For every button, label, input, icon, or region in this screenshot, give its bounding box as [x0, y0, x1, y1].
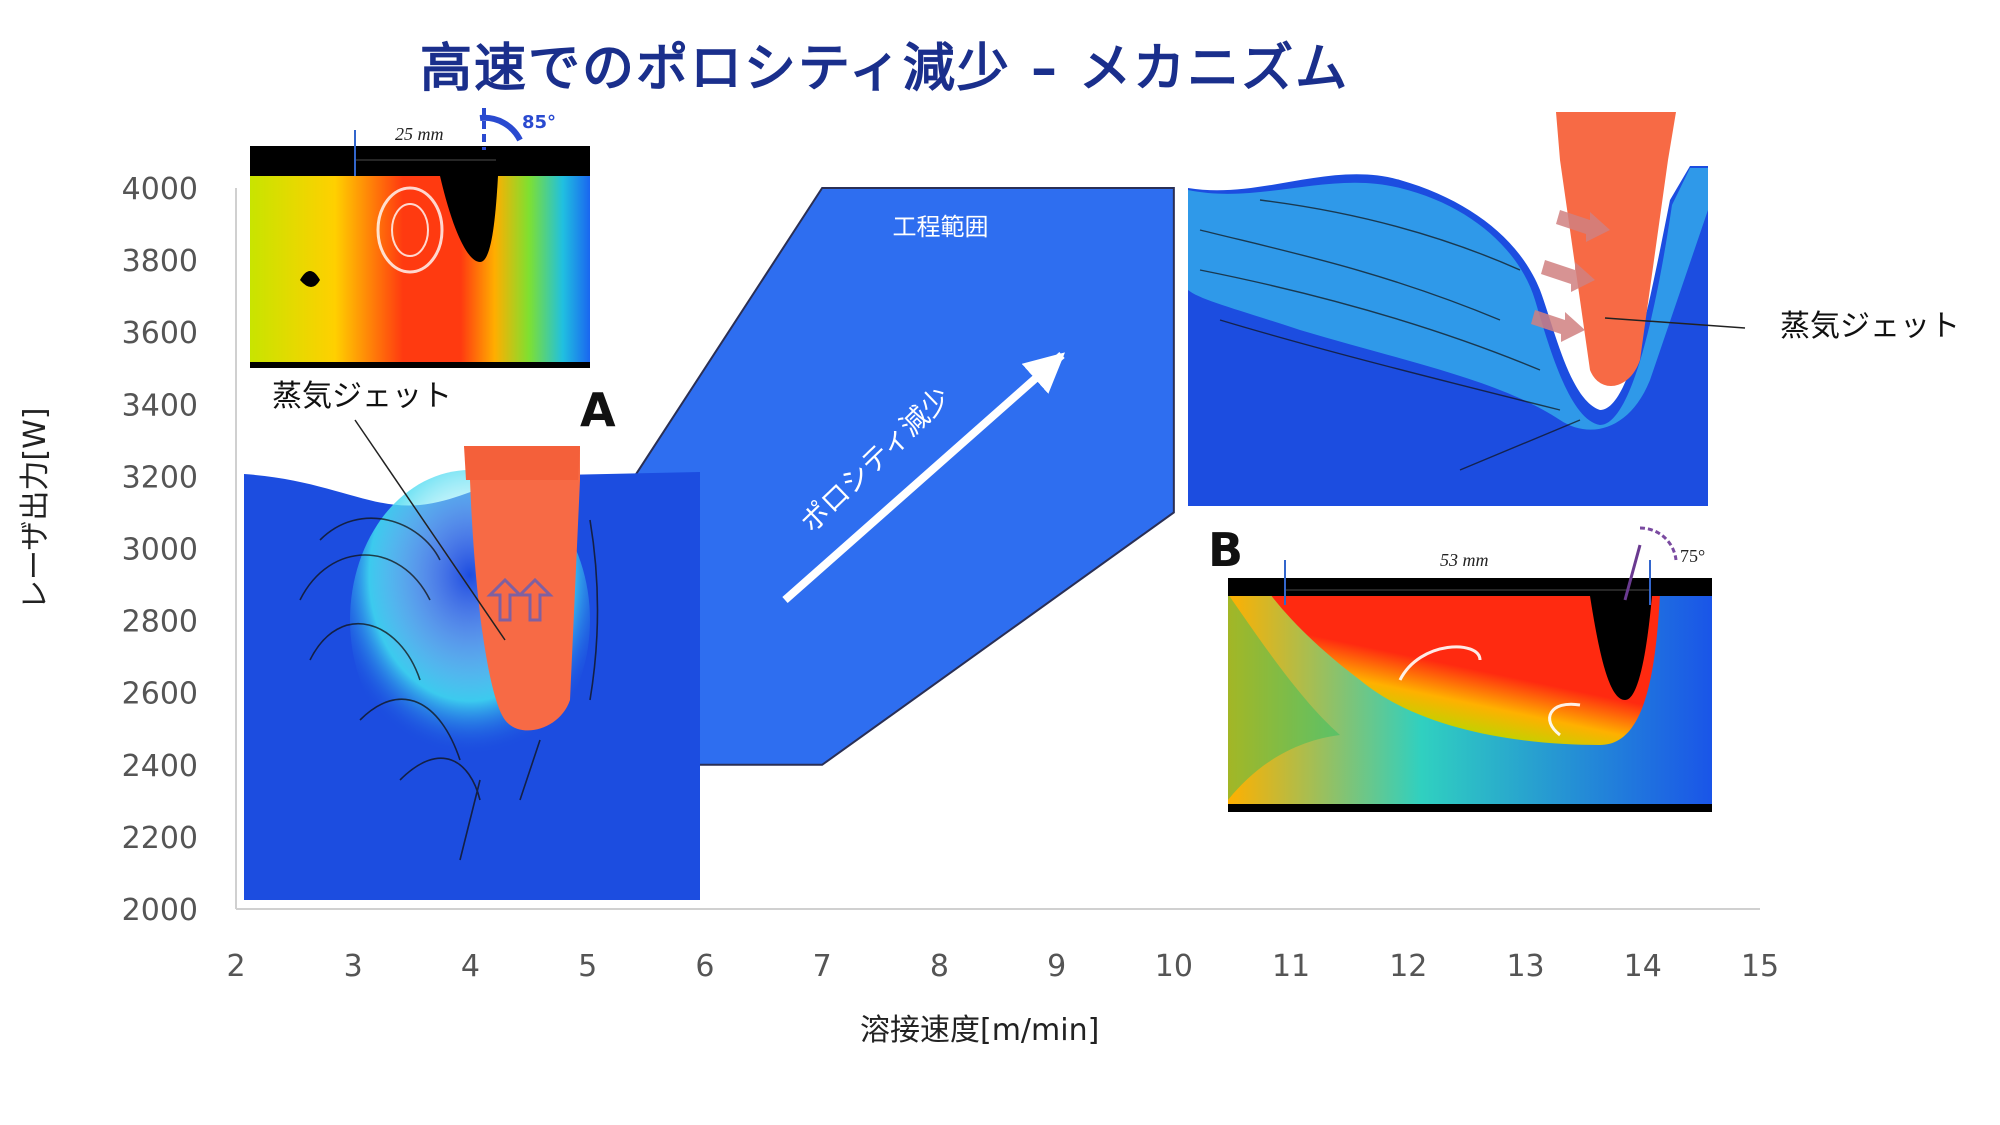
point-b-label: B [1208, 523, 1243, 577]
y-tick-label: 4000 [122, 172, 198, 207]
y-tick-label: 3000 [122, 533, 198, 568]
page-title: 高速でのポロシティ減少 – メカニズム [420, 39, 1350, 99]
y-tick-label: 3200 [122, 460, 198, 495]
y-tick-label: 2400 [122, 749, 198, 784]
dim-a-label: 25 mm [395, 124, 444, 144]
x-tick-label: 12 [1389, 949, 1427, 984]
vapor-jet-label-a: 蒸気ジェット [272, 379, 452, 414]
x-tick-label: 6 [695, 949, 714, 984]
y-tick-label: 3400 [122, 388, 198, 423]
process-window-label: 工程範囲 [892, 213, 988, 241]
inset-a-temperature: 25 mm 85° [250, 108, 590, 368]
inset-b-temperature: 53 mm 75° [1228, 526, 1712, 812]
x-tick-label: 14 [1624, 949, 1662, 984]
x-tick-label: 7 [813, 949, 832, 984]
y-tick-label: 3800 [122, 244, 198, 279]
vapor-jet-label-b: 蒸気ジェット [1780, 309, 1960, 344]
angle-b-label: 75° [1680, 546, 1705, 566]
inset-b-flow [1188, 112, 1708, 506]
x-tick-label: 15 [1741, 949, 1779, 984]
y-tick-label: 3600 [122, 316, 198, 351]
x-tick-label: 13 [1506, 949, 1544, 984]
y-tick-label: 2200 [122, 821, 198, 856]
x-tick-label: 11 [1272, 949, 1310, 984]
x-tick-label: 5 [578, 949, 597, 984]
y-tick-label: 2000 [122, 893, 198, 928]
porosity-arrow [782, 352, 1065, 603]
x-tick-label: 10 [1155, 949, 1193, 984]
vapor-jet-leader-a [354, 419, 506, 641]
angle-a-label: 85° [522, 112, 556, 133]
x-tick-label: 3 [344, 949, 363, 984]
y-tick-label: 2800 [122, 605, 198, 640]
x-tick-label: 4 [461, 949, 480, 984]
x-tick-label: 9 [1047, 949, 1066, 984]
x-axis-label: 溶接速度[m/min] [860, 1013, 1100, 1048]
y-tick-label: 2600 [122, 677, 198, 712]
y-axis-label: レーザ出力[W] [18, 407, 53, 610]
dim-b-label: 53 mm [1440, 550, 1489, 570]
x-tick-label: 2 [226, 949, 245, 984]
point-a-label: A [580, 383, 616, 437]
vapor-jet-leader-b [1604, 317, 1746, 329]
inset-a-flow [244, 446, 700, 900]
x-tick-label: 8 [930, 949, 949, 984]
